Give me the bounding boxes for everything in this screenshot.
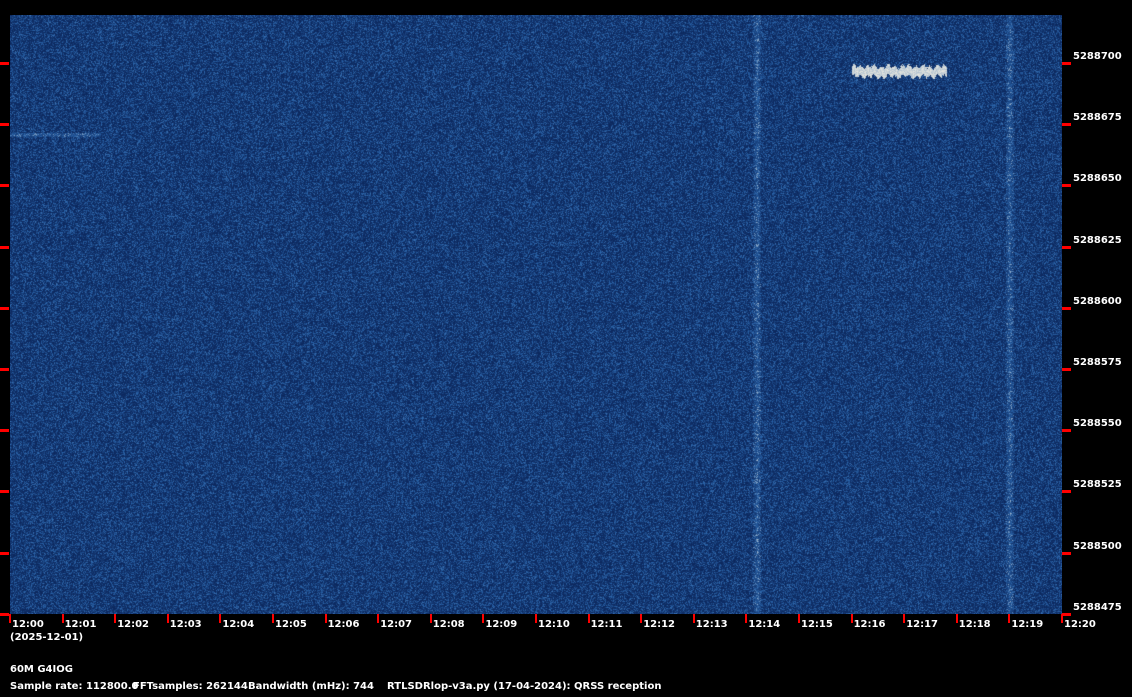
software-label: RTLSDRlop-v3a.py (17-04-2024): QRSS rece… <box>387 681 662 692</box>
y-tick-label: 5288500 <box>1073 540 1122 552</box>
y-tick-left <box>0 368 9 371</box>
x-tick <box>535 614 537 623</box>
x-tick-label: 12:00 <box>12 619 44 630</box>
x-tick <box>903 614 906 623</box>
x-tick <box>745 614 748 623</box>
x-tick-label: 12:04 <box>222 619 255 630</box>
y-tick-left <box>0 612 9 616</box>
bandwidth: Bandwidth (mHz): 744 <box>248 681 374 692</box>
x-tick-label: 12:17 <box>906 619 939 630</box>
y-tick-left <box>0 123 9 127</box>
x-tick-label: 12:18 <box>958 619 991 630</box>
y-tick-left <box>0 429 9 433</box>
y-tick-label: 5288650 <box>1073 173 1122 185</box>
y-tick-left <box>0 490 9 494</box>
x-tick <box>955 614 958 623</box>
x-tick-label: 12:11 <box>590 619 623 630</box>
x-tick <box>272 614 274 623</box>
y-tick-right <box>1062 62 1071 65</box>
x-tick-label: 12:08 <box>432 619 465 630</box>
y-tick-right <box>1062 429 1071 433</box>
x-tick <box>1061 614 1063 623</box>
y-tick-label: 5288600 <box>1073 295 1122 307</box>
y-tick-right <box>1062 123 1071 127</box>
x-tick <box>482 614 485 623</box>
x-tick-label: 12:12 <box>643 619 676 630</box>
x-tick-label: 12:15 <box>801 619 833 630</box>
x-tick-label: 12:19 <box>1011 619 1044 630</box>
y-tick-label: 5288675 <box>1073 112 1122 124</box>
x-tick <box>324 614 327 623</box>
x-tick-label: 12:07 <box>380 619 413 630</box>
x-tick <box>9 614 11 623</box>
x-tick <box>640 614 643 623</box>
y-tick-right <box>1062 184 1071 188</box>
x-tick-label: 12:06 <box>327 619 360 630</box>
y-tick-label: 5288700 <box>1073 51 1122 62</box>
x-tick <box>1008 614 1011 623</box>
x-tick <box>166 614 169 623</box>
y-tick-left <box>0 184 9 188</box>
x-tick <box>61 614 64 623</box>
x-tick <box>850 614 853 623</box>
x-tick-label: 12:01 <box>64 619 97 630</box>
y-tick-left <box>0 306 9 310</box>
x-tick-label: 12:13 <box>695 619 728 630</box>
x-tick-label: 12:03 <box>169 619 202 630</box>
x-tick-label: 12:16 <box>853 619 886 630</box>
x-tick <box>114 614 117 623</box>
y-tick-right <box>1062 551 1071 555</box>
y-tick-left <box>0 245 9 249</box>
y-tick-label: 5288475 <box>1073 601 1122 613</box>
y-tick-right <box>1062 612 1071 616</box>
y-tick-right <box>1062 490 1071 494</box>
x-tick <box>587 614 590 623</box>
spectrogram-waterfall <box>10 15 1062 614</box>
sample-rate: Sample rate: 112800.0 <box>10 681 139 692</box>
x-tick <box>692 614 695 623</box>
x-tick-label: 12:14 <box>748 619 781 630</box>
x-tick-label: 12:09 <box>485 619 518 630</box>
y-tick-label: 5288575 <box>1073 357 1122 368</box>
station-label: 60M G4IOG <box>10 664 73 675</box>
x-tick <box>798 614 800 623</box>
date-label: (2025-12-01) <box>10 632 84 643</box>
x-tick <box>429 614 432 623</box>
y-tick-left <box>0 62 9 65</box>
x-tick-label: 12:05 <box>275 619 307 630</box>
y-tick-right <box>1062 245 1071 249</box>
fft-samples: FFTsamples: 262144 <box>133 681 248 692</box>
x-tick <box>219 614 222 623</box>
y-tick-right <box>1062 306 1071 310</box>
y-tick-label: 5288525 <box>1073 479 1122 491</box>
y-tick-label: 5288550 <box>1073 418 1122 430</box>
x-tick <box>377 614 380 623</box>
x-tick-label: 12:02 <box>117 619 150 630</box>
x-tick-label: 12:10 <box>538 619 570 630</box>
x-tick-label: 12:20 <box>1064 619 1096 630</box>
y-tick-right <box>1062 368 1071 371</box>
y-tick-left <box>0 551 9 555</box>
y-tick-label: 5288625 <box>1073 234 1122 246</box>
